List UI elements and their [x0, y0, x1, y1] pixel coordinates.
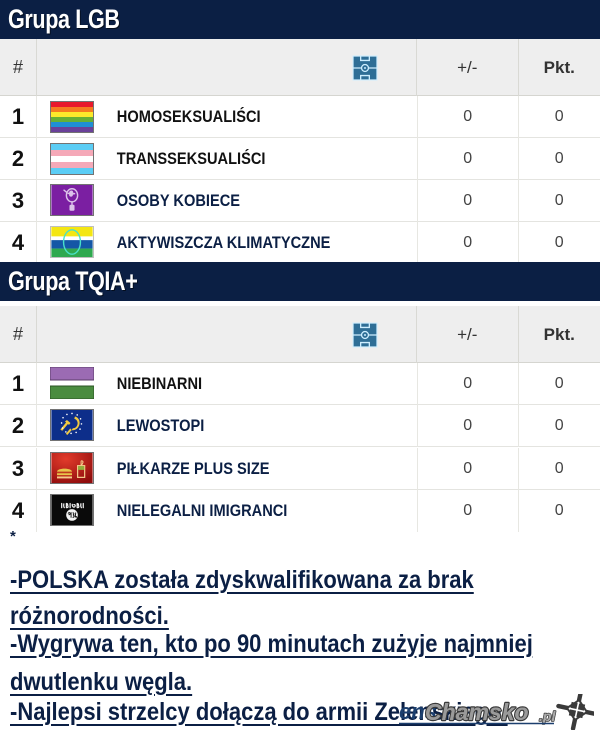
svg-text:.pl: .pl [539, 708, 556, 724]
svg-text:Chamsko: Chamsko [425, 699, 529, 725]
